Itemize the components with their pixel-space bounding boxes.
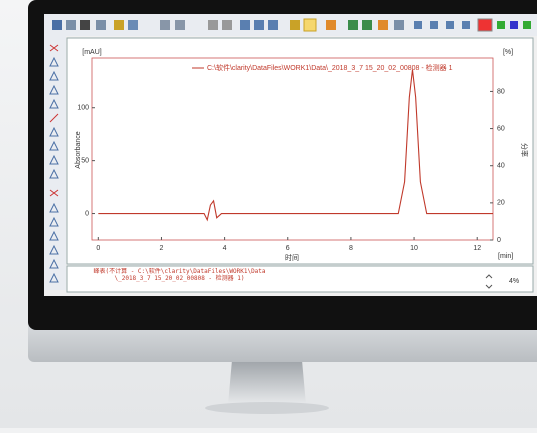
scroll-up[interactable] bbox=[485, 274, 493, 279]
y2-tick-label: 20 bbox=[497, 200, 505, 207]
stand-neck bbox=[228, 360, 306, 405]
y-unit: [mAU] bbox=[82, 49, 102, 56]
y2-unit: [%] bbox=[503, 49, 513, 56]
y2-tick-label: 60 bbox=[497, 125, 505, 132]
y2-tick-label: 0 bbox=[497, 237, 501, 244]
toolbar-icons bbox=[52, 18, 531, 32]
stand-base bbox=[205, 402, 329, 414]
y-tick-label: 100 bbox=[77, 105, 89, 112]
x-unit: [min] bbox=[498, 253, 513, 260]
chart-panel bbox=[66, 37, 534, 265]
x-tick-label: 6 bbox=[286, 245, 290, 252]
series-line bbox=[98, 69, 493, 222]
chart: [mAU] [%] Absorbance 分率 时间 [min] C:\软件\c… bbox=[75, 49, 529, 262]
legend-entry: C:\软件\clarity\DataFiles\WORK1\Data\_2018… bbox=[207, 63, 453, 72]
y-tick-label: 0 bbox=[85, 210, 89, 217]
bottom-panel bbox=[66, 265, 534, 293]
scroll-down[interactable] bbox=[485, 284, 493, 289]
x-tick-label: 12 bbox=[473, 245, 481, 252]
tool-icons bbox=[49, 44, 59, 283]
bottom-panel-text: 峰表(不计算 - C:\软件\clarity\DataFiles\WORK1\D… bbox=[93, 268, 266, 282]
x-axis-label: 时间 bbox=[285, 253, 299, 262]
x-tick-label: 2 bbox=[160, 245, 164, 252]
x-tick-label: 8 bbox=[349, 245, 353, 252]
y-axis-label: Absorbance bbox=[75, 131, 82, 168]
y2-tick-label: 40 bbox=[497, 163, 505, 170]
bottom-panel-text-box: 峰表(不计算 - C:\软件\clarity\DataFiles\WORK1\D… bbox=[93, 268, 266, 282]
zoom-label: 4% bbox=[509, 278, 519, 285]
plot-frame bbox=[91, 57, 494, 241]
x-tick-label: 4 bbox=[223, 245, 227, 252]
y2-tick-label: 80 bbox=[497, 88, 505, 95]
y2-axis-label: 分率 bbox=[520, 143, 529, 157]
x-tick-label: 0 bbox=[96, 245, 100, 252]
x-tick-label: 10 bbox=[410, 245, 418, 252]
y-tick-label: 50 bbox=[81, 157, 89, 164]
